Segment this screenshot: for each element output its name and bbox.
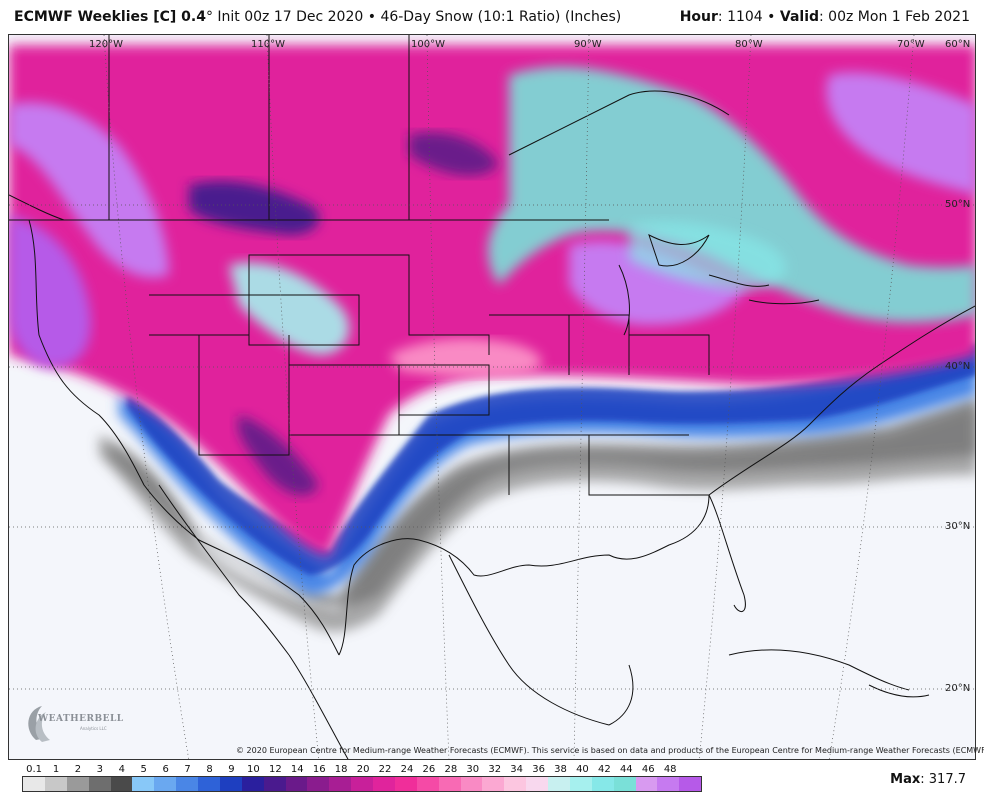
copyright-notice: © 2020 European Centre for Medium-range … (236, 746, 984, 755)
colorbar-tick-label: 7 (184, 764, 191, 775)
degree-symbol: ° (205, 9, 213, 25)
lon-label-120w: 120°W (89, 39, 123, 50)
snow-shading (9, 45, 975, 632)
colorbar-tick-label: 26 (422, 764, 436, 775)
lat-label-40n: 40°N (945, 361, 971, 372)
colorbar-tick-label: 42 (598, 764, 611, 775)
colorbar-tick-label: 36 (532, 764, 545, 775)
logo-subtext: Analytics LLC (80, 726, 107, 731)
max-label: Max (890, 772, 921, 787)
max-number: : 317.7 (920, 772, 966, 787)
colorbar-tick-label: 48 (663, 764, 677, 775)
weatherbell-logo (28, 706, 50, 742)
colorbar-tick-label: 32 (488, 764, 502, 775)
colorbar-segment (329, 777, 352, 791)
colorbar-tick-label: 28 (444, 764, 458, 775)
colorbar-segment (219, 777, 242, 791)
colorbar-segment (416, 777, 439, 791)
valid-label: Valid (779, 9, 820, 25)
colorbar (22, 776, 702, 792)
colorbar-segment (657, 777, 680, 791)
colorbar-tick-label: 5 (140, 764, 147, 775)
colorbar-tick-label: 3 (96, 764, 104, 775)
colorbar-segment (241, 777, 264, 791)
max-value: Max: 317.7 (890, 772, 966, 787)
colorbar-segment (110, 777, 133, 791)
colorbar-tick-label: 9 (228, 764, 235, 775)
colorbar-segment (44, 777, 67, 791)
colorbar-tick-label: 4 (118, 764, 125, 775)
lat-label-50n: 50°N (945, 199, 971, 210)
colorbar-tick-label: 12 (268, 764, 282, 775)
graticule (9, 35, 975, 759)
colorbar-tick-label: 2 (74, 764, 82, 775)
colorbar-segment (482, 777, 505, 791)
colorbar-segment (679, 777, 702, 791)
colorbar-segment (504, 777, 527, 791)
colorbar-tick-label: 44 (619, 764, 633, 775)
logo-text: WEATHERBELL (38, 714, 124, 724)
colorbar-tick-label: 10 (247, 764, 260, 775)
header-valid: Hour: 1104 • Valid: 00z Mon 1 Feb 2021 (680, 0, 970, 34)
colorbar-tick-label: 22 (378, 764, 392, 775)
colorbar-tick-label: 14 (290, 764, 304, 775)
colorbar-segment (88, 777, 111, 791)
colorbar-segment (198, 777, 220, 791)
lon-label-70w: 70°W (897, 39, 925, 50)
lat-label-60n: 60°N (945, 39, 971, 50)
colorbar-segment (66, 777, 89, 791)
colorbar-tick-label: 20 (356, 764, 370, 775)
lat-label-20n: 20°N (945, 683, 971, 694)
colorbar-segment (569, 777, 592, 791)
header-title: ECMWF Weeklies [C] 0.4° Init 00z 17 Dec … (14, 0, 621, 34)
map-header: ECMWF Weeklies [C] 0.4° Init 00z 17 Dec … (0, 0, 984, 34)
colorbar-segment (591, 777, 614, 791)
lat-label-30n: 30°N (945, 521, 971, 532)
colorbar-tick-label: 24 (400, 764, 414, 775)
colorbar-tick-label: 16 (312, 764, 326, 775)
colorbar-segment (154, 777, 177, 791)
colorbar-tick-label: 18 (334, 764, 348, 775)
colorbar-segment (23, 777, 45, 791)
lon-label-90w: 90°W (574, 39, 602, 50)
colorbar-tick-label: 8 (206, 764, 213, 775)
hour-label: Hour (679, 9, 718, 25)
borders (9, 35, 975, 759)
colorbar-tick-label: 0.1 (26, 764, 43, 775)
colorbar-segment (373, 777, 395, 791)
colorbar-segment (613, 777, 636, 791)
map-canvas (9, 35, 975, 759)
colorbar-segment (132, 777, 155, 791)
colorbar-segment (394, 777, 417, 791)
colorbar-tick-label: 34 (510, 764, 524, 775)
colorbar-tick-label: 1 (52, 764, 60, 775)
valid-value: : 00z Mon 1 Feb 2021 (819, 9, 970, 25)
colorbar-segment (635, 777, 658, 791)
colorbar-tick-label: 6 (162, 764, 169, 775)
colorbar-segment (307, 777, 330, 791)
colorbar-tick-label: 46 (641, 764, 655, 775)
hour-value: : 1104 • (717, 9, 780, 25)
colorbar-segment (548, 777, 570, 791)
lon-label-80w: 80°W (735, 39, 763, 50)
lon-label-110w: 110°W (251, 39, 285, 50)
model-name: ECMWF Weeklies [C] 0.4 (14, 9, 206, 25)
colorbar-segment (263, 777, 286, 791)
colorbar-segment (438, 777, 461, 791)
colorbar-tick-label: 30 (466, 764, 480, 775)
snowfall-map: 120°W 110°W 100°W 90°W 80°W 70°W 60°N 50… (8, 34, 976, 760)
colorbar-segment (285, 777, 308, 791)
init-description: Init 00z 17 Dec 2020 • 46-Day Snow (10:1… (212, 9, 622, 25)
lon-label-100w: 100°W (411, 39, 445, 50)
colorbar-labels: 0.1 1 2 3 4 5 6 7 8 9 10 12 14 16 18 20 22 24 26 28 30 32 34 36… (22, 764, 702, 776)
colorbar-segment (351, 777, 373, 791)
colorbar-segment (460, 777, 483, 791)
colorbar-tick-label: 38 (554, 764, 567, 775)
colorbar-segment (176, 777, 198, 791)
colorbar-tick-label: 40 (576, 764, 589, 775)
colorbar-segment (526, 777, 548, 791)
